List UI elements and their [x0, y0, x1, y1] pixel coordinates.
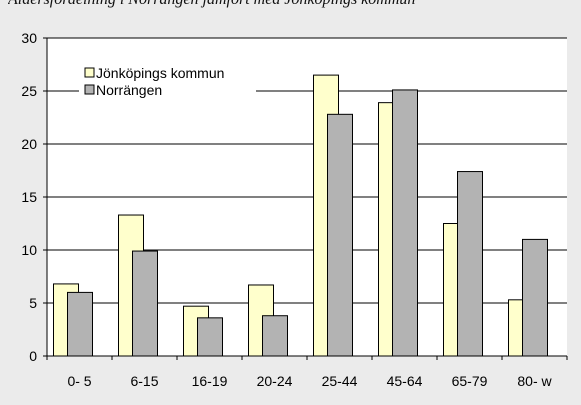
axes — [43, 37, 568, 360]
legend-box — [79, 62, 256, 100]
x-tick-label: 25-44 — [322, 373, 358, 389]
bar-norrangen-2 — [197, 317, 223, 357]
x-tick-label: 0- 5 — [67, 373, 91, 389]
bars — [53, 74, 548, 357]
y-tick-label: 5 — [29, 295, 37, 311]
clipped-caption-text: Åldersfördelning i Norrängen jämfört med… — [8, 0, 528, 12]
x-tick-label: 6-15 — [130, 373, 158, 389]
bar-norrangen-4 — [327, 113, 353, 357]
x-tick-label: 65-79 — [452, 373, 488, 389]
x-tick-label: 45-64 — [387, 373, 423, 389]
bar-norrangen-3 — [262, 315, 288, 357]
x-tick-label: 16-19 — [192, 373, 228, 389]
x-tick-label: 20-24 — [257, 373, 293, 389]
bar-norrangen-1 — [132, 250, 158, 357]
y-tick-label: 15 — [21, 189, 37, 205]
y-tick-label: 10 — [21, 242, 37, 258]
y-tick-label: 25 — [21, 83, 37, 99]
legend-swatch — [84, 84, 95, 95]
y-tick-label: 20 — [21, 136, 37, 152]
legend-label: Norrängen — [96, 82, 162, 98]
bar-norrangen-6 — [457, 171, 483, 357]
bar-norrangen-5 — [392, 89, 418, 357]
y-tick-label: 30 — [21, 30, 37, 46]
y-tick-labels: 0 5 10 15 20 25 30 — [21, 30, 37, 364]
y-tick-label: 0 — [29, 348, 37, 364]
x-tick-label: 80- w — [517, 373, 552, 389]
bar-norrangen-7 — [522, 238, 548, 357]
legend-label: Jönköpings kommun — [96, 65, 224, 81]
legend-swatch — [84, 67, 95, 78]
bar-norrangen-0 — [67, 291, 93, 357]
x-tick-labels: 0- 5 6-15 16-19 20-24 25-44 45-64 65-79 80- w — [67, 373, 552, 389]
